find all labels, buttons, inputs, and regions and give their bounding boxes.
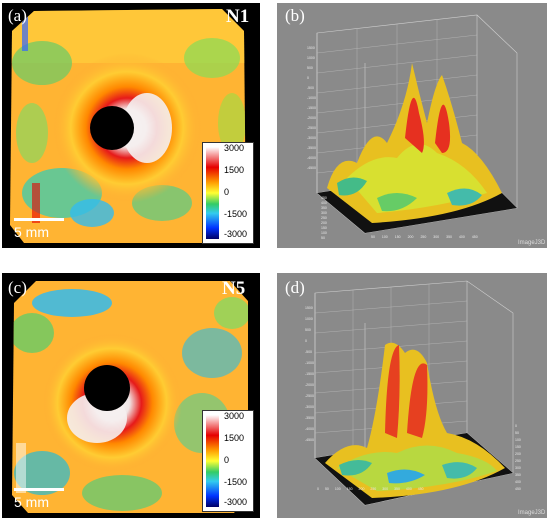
panel-a-label: (a) bbox=[8, 6, 27, 25]
colorbar-c-tick-3: -1500 bbox=[224, 477, 248, 487]
panel-d-z-ticks: 1500 1000 500 0 -500 -1000 -1500 -2000 -… bbox=[305, 306, 314, 442]
panel-a-map bbox=[2, 3, 260, 248]
colorbar-c-tick-2: 0 bbox=[224, 455, 230, 465]
panel-d-3d-plot: 1500 1000 500 0 -500 -1000 -1500 -2000 -… bbox=[277, 273, 547, 518]
panel-d-label: (d) bbox=[285, 278, 305, 297]
colorbar-a-tick-4: -3000 bbox=[224, 229, 248, 239]
colorbar-c-tick-1: 1500 bbox=[224, 433, 245, 443]
surface-plot-b bbox=[316, 14, 518, 234]
panel-d-x-ticks: 0 50 100 150 200 250 300 350 400 450 bbox=[317, 487, 424, 491]
panel-c-label: (c) bbox=[8, 278, 27, 297]
surface-plot-d bbox=[314, 280, 514, 506]
panel-b-watermark: ImageJ3D bbox=[518, 240, 546, 246]
colorbar-c-gradient bbox=[206, 415, 219, 507]
colorbar-c-tick-4: -3000 bbox=[224, 497, 248, 507]
panel-d-y-ticks: 0 50 100 150 200 250 300 350 400 450 bbox=[515, 424, 521, 491]
panel-a-sample-name: N1 bbox=[226, 6, 250, 27]
colorbar-a: 3000 1500 0 -1500 -3000 bbox=[202, 142, 254, 244]
panel-c-scale-text: 5 mm bbox=[14, 494, 49, 510]
panel-c-scale-bar bbox=[14, 488, 64, 491]
colorbar-a-tick-0: 3000 bbox=[224, 143, 245, 153]
panel-a-scale-bar bbox=[14, 218, 64, 221]
stress-map-n1 bbox=[10, 9, 246, 243]
colorbar-a-tick-3: -1500 bbox=[224, 209, 248, 219]
panel-b-3d-plot: 1500 1000 500 0 -500 -1000 -1500 -2000 -… bbox=[277, 3, 547, 248]
panel-b-y-ticks: 450 400 350 300 250 200 150 100 50 bbox=[321, 196, 327, 240]
panel-b-z-ticks: 1500 1000 500 0 -500 -1000 -1500 -2000 -… bbox=[307, 46, 316, 170]
panel-d-watermark: ImageJ3D bbox=[518, 510, 546, 516]
colorbar-a-tick-1: 1500 bbox=[224, 165, 245, 175]
colorbar-c-tick-0: 3000 bbox=[224, 411, 245, 421]
colorbar-a-tick-2: 0 bbox=[224, 187, 230, 197]
panel-c-sample-name: N5 bbox=[222, 278, 246, 299]
panel-a-scale-text: 5 mm bbox=[14, 224, 49, 240]
panel-b-label: (b) bbox=[285, 6, 305, 25]
panel-b-x-ticks: 50 100 150 200 250 300 350 400 450 bbox=[371, 235, 478, 239]
colorbar-a-gradient bbox=[206, 147, 219, 239]
colorbar-c: 3000 1500 0 -1500 -3000 bbox=[202, 410, 254, 512]
